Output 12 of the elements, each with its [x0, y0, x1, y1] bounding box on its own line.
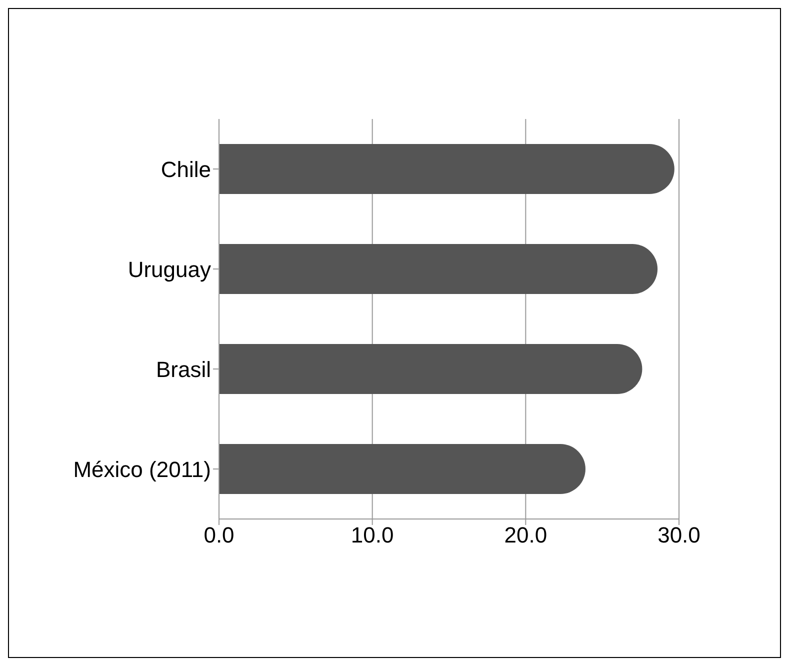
y-tick-label: Uruguay — [128, 256, 211, 282]
y-tick-label: Chile — [160, 156, 211, 182]
bar — [219, 444, 586, 494]
bar — [219, 144, 674, 194]
y-tick-label: México (2011) — [73, 456, 211, 482]
x-tick-label: 10.0 — [350, 522, 394, 548]
x-tick-label: 0.0 — [204, 522, 234, 548]
x-tick-label: 30.0 — [658, 522, 700, 548]
x-tick-label: 20.0 — [504, 522, 548, 548]
bar — [219, 344, 642, 394]
y-tick-label: Brasil — [156, 356, 211, 382]
bar — [219, 244, 658, 294]
